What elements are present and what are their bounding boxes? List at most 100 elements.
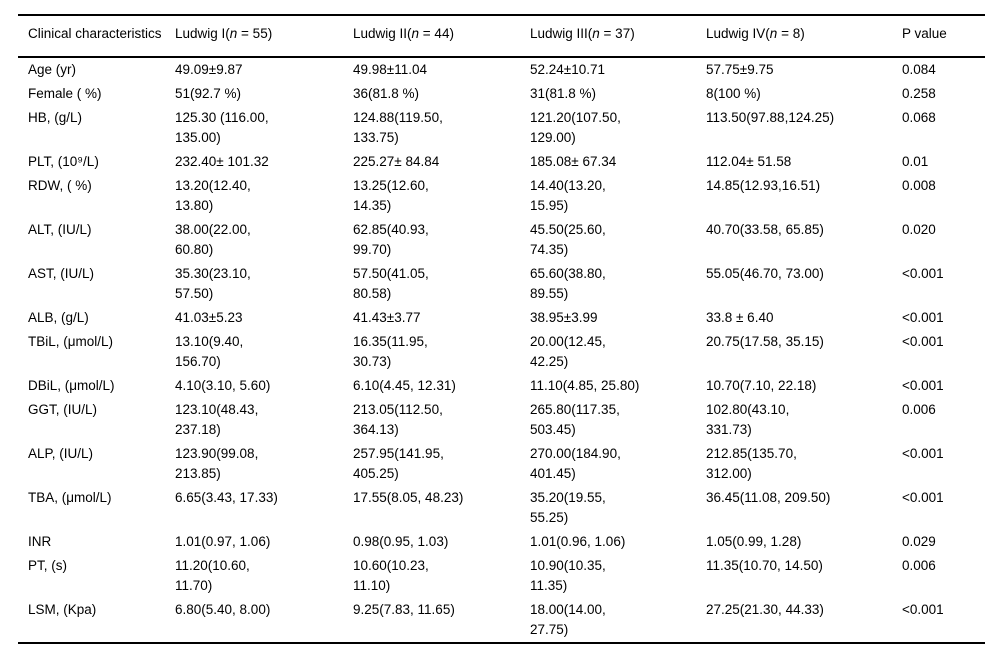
value-cell: 112.04± 51.58 — [706, 154, 792, 169]
header-n-italic: n — [592, 26, 600, 41]
table-body: Age (yr) 49.09±9.87 49.98±11.04 52.24±10.71… — [18, 57, 985, 643]
value-cell: 40.70(33.58, 65.85) — [706, 222, 824, 237]
row-label: RDW, ( %) — [28, 178, 92, 193]
value-cell: 31(81.8 %) — [530, 86, 597, 101]
value-cell: 36.45(11.08, 209.50) — [706, 490, 831, 505]
row-label: INR — [28, 534, 52, 549]
value-cell: 9.25(7.83, 11.65) — [353, 602, 455, 617]
value-cell: 123.10(48.43, 237.18) — [175, 402, 259, 437]
value-cell: 57.50(41.05, 80.58) — [353, 266, 429, 301]
value-cell: 41.03±5.23 — [175, 310, 243, 325]
value-cell: 38.95±3.99 — [530, 310, 598, 325]
value-cell: 257.95(141.95, 405.25) — [353, 446, 444, 481]
value-cell: 212.85(135.70, 312.00) — [706, 446, 797, 481]
value-cell: 13.10(9.40, 156.70) — [175, 334, 244, 369]
row-label: Age (yr) — [28, 62, 77, 77]
value-cell: 1.01(0.96, 1.06) — [530, 534, 626, 549]
table-row-ggt: GGT, (IU/L) 123.10(48.43, 237.18) 213.05(1… — [18, 398, 985, 442]
value-cell: 13.20(12.40, 13.80) — [175, 178, 251, 213]
value-cell: 270.00(184.90, 401.45) — [530, 446, 621, 481]
p-value-cell: <0.001 — [902, 490, 944, 505]
header-text: = 44) — [419, 26, 454, 41]
row-label: PT, (s) — [28, 558, 67, 573]
value-cell: 4.10(3.10, 5.60) — [175, 378, 271, 393]
header-n-italic: n — [769, 26, 778, 41]
value-cell: 185.08± 67.34 — [530, 154, 617, 169]
row-label: ALP, (IU/L) — [28, 446, 94, 461]
value-cell: 121.20(107.50, 129.00) — [530, 110, 621, 145]
table-row-age: Age (yr) 49.09±9.87 49.98±11.04 52.24±10.71… — [18, 57, 985, 82]
value-cell: 0.98(0.95, 1.03) — [353, 534, 449, 549]
value-cell: 14.40(13.20, 15.95) — [530, 178, 606, 213]
value-cell: 20.75(17.58, 35.15) — [706, 334, 824, 349]
value-cell: 57.75±9.75 — [706, 62, 774, 77]
header-text: = 37) — [599, 26, 635, 41]
value-cell: 11.10(4.85, 25.80) — [530, 378, 640, 393]
value-cell: 6.65(3.43, 17.33) — [175, 490, 278, 505]
clinical-characteristics-table: Clinical characteristics Ludwig I(n = 55… — [18, 14, 985, 644]
header-text: = 55) — [237, 26, 273, 41]
row-label: LSM, (Kpa) — [28, 602, 97, 617]
header-n-italic: n — [411, 26, 420, 41]
value-cell: 45.50(25.60, 74.35) — [530, 222, 606, 257]
p-value-cell: 0.008 — [902, 178, 936, 193]
value-cell: 35.30(23.10, 57.50) — [175, 266, 251, 301]
value-cell: 10.90(10.35, 11.35) — [530, 558, 606, 593]
column-header-ludwig-4: Ludwig IV(n = 8) — [706, 15, 902, 58]
value-cell: 10.60(10.23, 11.10) — [353, 558, 429, 593]
value-cell: 41.43±3.77 — [353, 310, 421, 325]
p-value-cell: <0.001 — [902, 602, 944, 617]
table-row-alt: ALT, (IU/L) 38.00(22.00, 60.80) 62.85(40.9… — [18, 218, 985, 262]
column-header-ludwig-2: Ludwig II(n = 44) — [353, 15, 530, 58]
table-row-alp: ALP, (IU/L) 123.90(99.08, 213.85) 257.95(1… — [18, 442, 985, 486]
value-cell: 124.88(119.50, 133.75) — [353, 110, 443, 145]
p-value-cell: <0.001 — [902, 310, 944, 325]
p-value-cell: 0.068 — [902, 110, 936, 125]
p-value-cell: 0.006 — [902, 402, 936, 417]
p-value-cell: 0.006 — [902, 558, 936, 573]
column-header-clinical-characteristics: Clinical characteristics — [18, 15, 175, 58]
table-row-lsm: LSM, (Kpa) 6.80(5.40, 8.00) 9.25(7.83, 11.… — [18, 598, 985, 643]
value-cell: 51(92.7 %) — [175, 86, 242, 101]
value-cell: 11.20(10.60, 11.70) — [175, 558, 250, 593]
value-cell: 265.80(117.35, 503.45) — [530, 402, 620, 437]
value-cell: 6.10(4.45, 12.31) — [353, 378, 456, 393]
value-cell: 38.00(22.00, 60.80) — [175, 222, 251, 257]
p-value-cell: 0.020 — [902, 222, 936, 237]
value-cell: 123.90(99.08, 213.85) — [175, 446, 259, 481]
value-cell: 213.05(112.50, 364.13) — [353, 402, 443, 437]
p-value-cell: <0.001 — [902, 266, 944, 281]
value-cell: 1.05(0.99, 1.28) — [706, 534, 802, 549]
table-row-female: Female ( %) 51(92.7 %) 36(81.8 %) 31(81.8 %… — [18, 82, 985, 106]
header-n-italic: n — [229, 26, 238, 41]
table-row-tbil: TBiL, (μmol/L) 13.10(9.40, 156.70) 16.35(1… — [18, 330, 985, 374]
value-cell: 18.00(14.00, 27.75) — [530, 602, 606, 637]
p-value-cell: 0.258 — [902, 86, 936, 101]
p-value-cell: 0.029 — [902, 534, 936, 549]
header-text: = 8) — [777, 26, 805, 41]
row-label: ALT, (IU/L) — [28, 222, 92, 237]
value-cell: 6.80(5.40, 8.00) — [175, 602, 271, 617]
p-value-cell: <0.001 — [902, 378, 944, 393]
value-cell: 55.05(46.70, 73.00) — [706, 266, 824, 281]
value-cell: 1.01(0.97, 1.06) — [175, 534, 271, 549]
header-text: Ludwig I( — [175, 26, 230, 41]
row-label: DBiL, (μmol/L) — [28, 378, 115, 393]
row-label: TBiL, (μmol/L) — [28, 334, 114, 349]
p-value-cell: <0.001 — [902, 446, 944, 461]
row-label: AST, (IU/L) — [28, 266, 95, 281]
value-cell: 10.70(7.10, 22.18) — [706, 378, 817, 393]
value-cell: 102.80(43.10, 331.73) — [706, 402, 790, 437]
row-label: HB, (g/L) — [28, 110, 83, 125]
value-cell: 8(100 %) — [706, 86, 761, 101]
value-cell: 14.85(12.93,16.51) — [706, 178, 821, 193]
header-row: Clinical characteristics Ludwig I(n = 55… — [18, 15, 985, 58]
value-cell: 125.30 (116.00, 135.00) — [175, 110, 269, 145]
p-value-cell: 0.084 — [902, 62, 936, 77]
table-row-plt: PLT, (10⁹/L) 232.40± 101.32 225.27± 84.84 1… — [18, 150, 985, 174]
value-cell: 113.50(97.88,124.25) — [706, 110, 835, 125]
header-text: Ludwig III( — [530, 26, 593, 41]
table-row-tba: TBA, (μmol/L) 6.65(3.43, 17.33) 17.55(8.05… — [18, 486, 985, 530]
table-row-rdw: RDW, ( %) 13.20(12.40, 13.80) 13.25(12.60,… — [18, 174, 985, 218]
